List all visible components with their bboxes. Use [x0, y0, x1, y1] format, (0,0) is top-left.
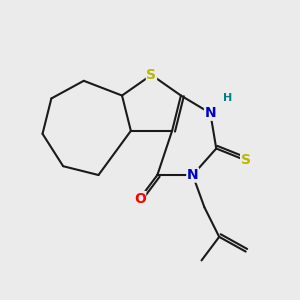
Text: N: N	[205, 106, 216, 120]
Text: O: O	[134, 192, 146, 206]
Text: N: N	[187, 168, 199, 182]
Text: S: S	[146, 68, 157, 82]
Text: S: S	[241, 153, 251, 167]
Text: H: H	[224, 94, 233, 103]
